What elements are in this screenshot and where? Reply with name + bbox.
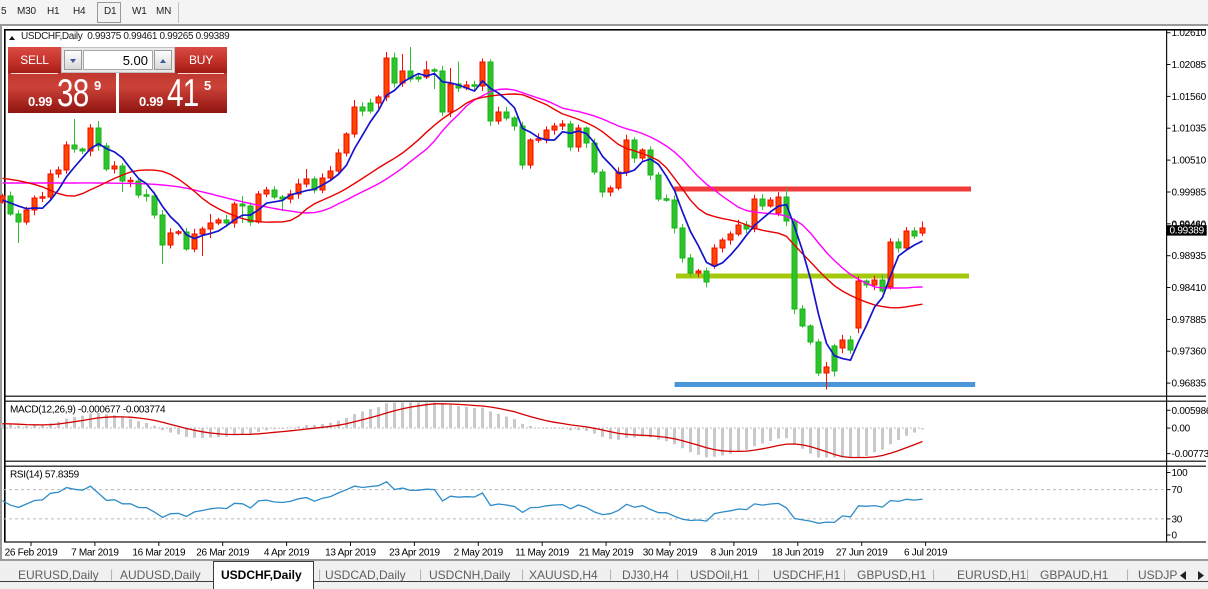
svg-text:26 Feb 2019: 26 Feb 2019 bbox=[5, 548, 59, 559]
svg-text:8 Jun 2019: 8 Jun 2019 bbox=[711, 548, 758, 559]
svg-text:-0.00773: -0.00773 bbox=[1172, 449, 1208, 460]
svg-text:1.02610: 1.02610 bbox=[1172, 28, 1207, 39]
svg-text:0: 0 bbox=[1172, 531, 1178, 542]
svg-text:0.96835: 0.96835 bbox=[1172, 379, 1207, 390]
svg-text:1.02085: 1.02085 bbox=[1172, 60, 1207, 71]
svg-text:7 Mar 2019: 7 Mar 2019 bbox=[71, 548, 119, 559]
svg-text:0.99985: 0.99985 bbox=[1172, 188, 1207, 199]
svg-text:RSI(14) 57.8359: RSI(14) 57.8359 bbox=[10, 469, 80, 480]
svg-text:100: 100 bbox=[1172, 468, 1189, 479]
svg-text:30 May 2019: 30 May 2019 bbox=[643, 548, 698, 559]
svg-text:16 Mar 2019: 16 Mar 2019 bbox=[132, 548, 186, 559]
svg-text:27 Jun 2019: 27 Jun 2019 bbox=[836, 548, 888, 559]
svg-text:1.00510: 1.00510 bbox=[1172, 156, 1207, 167]
svg-text:70: 70 bbox=[1172, 485, 1183, 496]
svg-text:0.005986: 0.005986 bbox=[1172, 406, 1208, 417]
svg-text:23 Apr 2019: 23 Apr 2019 bbox=[389, 548, 440, 559]
svg-text:0.97885: 0.97885 bbox=[1172, 315, 1207, 326]
svg-text:26 Mar 2019: 26 Mar 2019 bbox=[196, 548, 250, 559]
svg-text:0.00: 0.00 bbox=[1172, 424, 1191, 435]
svg-text:6 Jul 2019: 6 Jul 2019 bbox=[904, 548, 948, 559]
svg-text:30: 30 bbox=[1172, 514, 1183, 525]
svg-text:2 May 2019: 2 May 2019 bbox=[454, 548, 504, 559]
svg-text:0.98935: 0.98935 bbox=[1172, 251, 1207, 262]
svg-text:0.98410: 0.98410 bbox=[1172, 283, 1207, 294]
svg-text:11 May 2019: 11 May 2019 bbox=[515, 548, 570, 559]
svg-text:MACD(12,26,9) -0.000677 -0.003: MACD(12,26,9) -0.000677 -0.003774 bbox=[10, 404, 166, 415]
svg-text:1.01035: 1.01035 bbox=[1172, 124, 1207, 135]
svg-text:4 Apr 2019: 4 Apr 2019 bbox=[264, 548, 310, 559]
svg-text:0.99389: 0.99389 bbox=[1170, 226, 1205, 237]
svg-text:21 May 2019: 21 May 2019 bbox=[579, 548, 634, 559]
svg-text:0.97360: 0.97360 bbox=[1172, 347, 1207, 358]
svg-text:13 Apr 2019: 13 Apr 2019 bbox=[325, 548, 376, 559]
svg-text:18 Jun 2019: 18 Jun 2019 bbox=[772, 548, 824, 559]
svg-text:0.99460: 0.99460 bbox=[1172, 219, 1207, 230]
svg-text:1.01560: 1.01560 bbox=[1172, 92, 1207, 103]
